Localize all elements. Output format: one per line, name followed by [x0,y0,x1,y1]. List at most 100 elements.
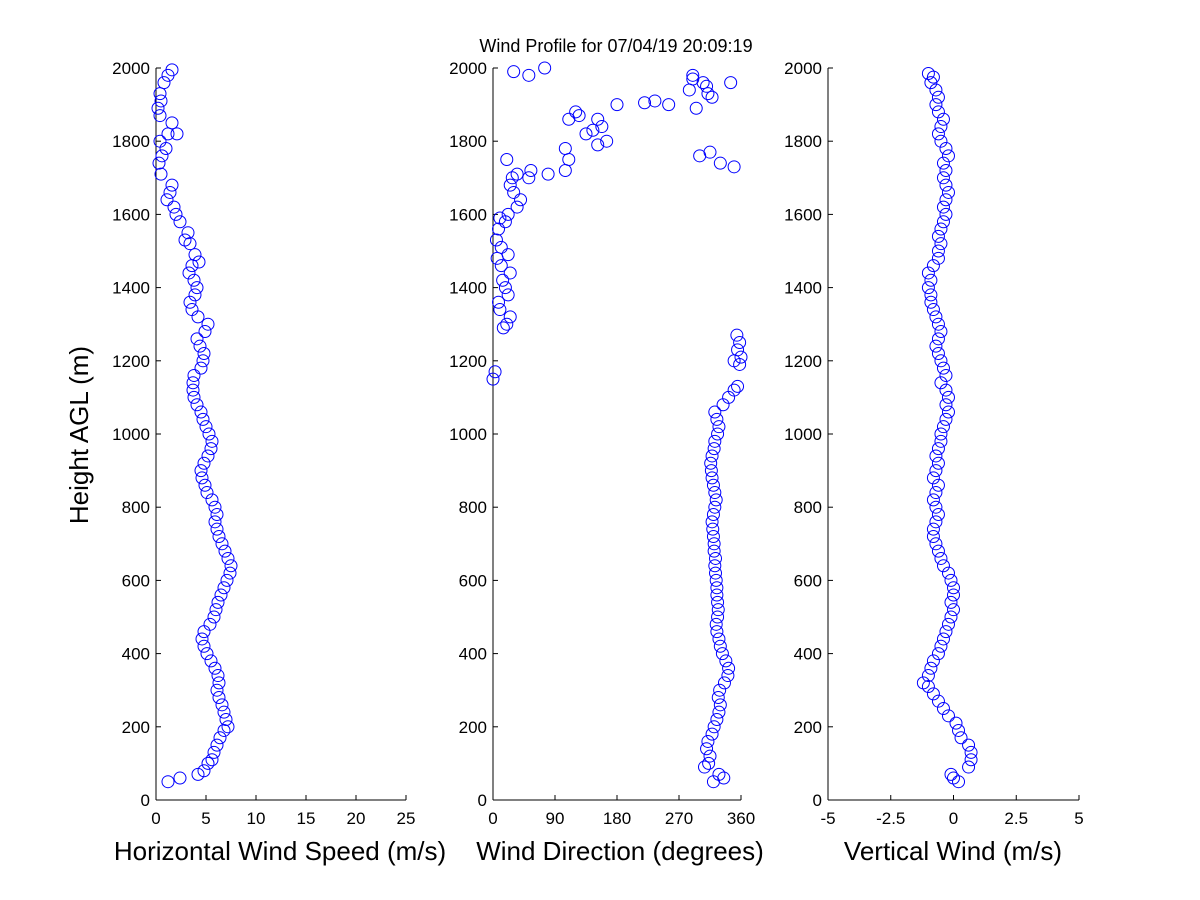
data-point [686,68,700,82]
data-point [500,317,514,331]
data-point [187,273,201,287]
data-point [939,412,953,426]
data-point [710,581,724,595]
y-tick-label: 1200 [449,352,487,371]
data-point [204,654,218,668]
data-point [213,731,227,745]
data-point [929,449,943,463]
wind-direction-panel: 0 200 400 600 800 1000 1200 1400 1600 1800 2000 0 90… [449,59,755,828]
data-point [217,723,231,737]
data-point [210,738,224,752]
data-point [944,767,958,781]
data-point [501,248,515,262]
data-point [939,163,953,177]
data-point [711,691,725,705]
data-point [501,288,515,302]
data-point [733,336,747,349]
data-point [173,771,187,785]
data-point [731,343,745,357]
data-point [934,325,948,339]
data-point [493,303,507,317]
data-point [510,167,524,181]
data-point [187,368,201,382]
data-point [704,464,718,478]
data-point [964,753,978,767]
data-point [931,508,945,522]
data-point [929,515,943,529]
data-point [223,566,237,580]
data-point [700,79,714,93]
data-point [185,303,199,317]
data-point [185,259,199,273]
data-point [934,222,948,236]
data-point [711,427,725,441]
data-point [201,317,215,331]
data-point [926,303,940,317]
data-point [931,694,945,708]
data-point [704,456,718,470]
data-point [962,738,976,752]
x-tick-label: 2.5 [1004,809,1028,828]
data-point [183,295,197,309]
data-point [941,390,955,404]
data-point [682,83,696,97]
y-tick-label: 600 [459,571,487,590]
data-point [926,687,940,701]
data-point [730,328,744,342]
data-point [486,372,500,386]
data-point [707,544,721,558]
y-tick-label: 2000 [449,59,487,78]
data-point [713,156,727,170]
data-point [934,434,948,448]
data-point [921,281,935,295]
data-point [929,486,943,500]
data-point [926,522,940,536]
data-point [496,273,510,287]
x-tick-label: -5 [820,809,835,828]
data-point [197,625,211,639]
data-point [208,661,222,675]
data-point [196,412,210,426]
data-point [939,193,953,207]
x-tick-label: 0 [151,809,160,828]
data-point [161,68,175,82]
data-point [708,559,722,573]
y-tick-label: 1800 [449,132,487,151]
data-point [160,193,174,207]
y-tick-label: 1000 [784,425,822,444]
data-point [558,163,572,177]
data-point [217,581,231,595]
data-point [205,753,219,767]
data-point [941,709,955,723]
data-point [503,266,517,280]
data-point [936,200,950,214]
data-point [586,123,600,137]
data-point [947,588,960,602]
data-point [638,96,652,110]
data-point [717,771,731,785]
data-point [152,156,166,170]
y-tick-label: 200 [459,718,487,737]
data-point [934,237,948,251]
data-point [169,207,183,221]
data-point [706,508,720,522]
data-point [215,537,229,551]
data-point [924,661,938,675]
data-point [507,65,521,79]
data-point [712,767,726,781]
data-point [220,573,234,587]
data-point [210,508,224,522]
data-point [214,588,228,602]
data-point [165,178,179,192]
data-point [708,486,722,500]
data-point [218,544,232,558]
data-point [710,412,724,426]
y-tick-label: 1600 [449,205,487,224]
horizontal-wind-speed-panel: 0 200 400 600 800 1000 1200 1400 1600 1800 2000 0 5 1… [112,59,415,828]
data-point [921,669,935,683]
data-point [522,171,536,185]
x-tick-label: 5 [201,809,210,828]
data-point [503,310,517,324]
data-point [936,112,950,126]
data-point [700,742,714,756]
